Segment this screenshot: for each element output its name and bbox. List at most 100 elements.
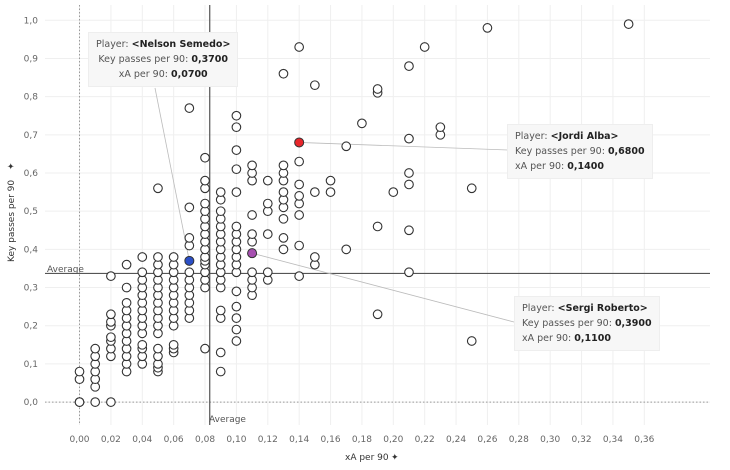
y-tick-label: 0,1 bbox=[24, 360, 38, 370]
x-tick-label: 0,26 bbox=[477, 435, 497, 445]
data-point bbox=[372, 84, 383, 94]
data-point bbox=[262, 198, 273, 209]
data-point bbox=[278, 160, 289, 171]
data-point bbox=[278, 68, 289, 79]
data-point bbox=[325, 175, 336, 186]
data-point bbox=[278, 233, 289, 243]
data-point bbox=[121, 259, 132, 270]
highlighted-data-point bbox=[184, 255, 195, 266]
x-tick-label: 0,04 bbox=[132, 435, 152, 445]
data-point bbox=[106, 309, 116, 320]
data-point bbox=[200, 343, 210, 354]
data-point bbox=[231, 110, 242, 121]
data-point bbox=[137, 267, 148, 278]
data-point bbox=[231, 187, 242, 197]
tooltip-player: <Sergi Roberto> bbox=[557, 303, 648, 314]
x-tick-label: 0,36 bbox=[634, 435, 654, 445]
data-point bbox=[74, 397, 85, 407]
data-point bbox=[278, 187, 289, 197]
tooltip-player: <Jordi Alba> bbox=[550, 131, 619, 142]
data-point bbox=[404, 133, 414, 144]
tooltip-label: xA per 90: bbox=[118, 69, 168, 80]
tooltip-label: Player: bbox=[522, 303, 555, 314]
y-tick-label: 0,5 bbox=[24, 207, 38, 217]
highlighted-data-point bbox=[247, 248, 258, 259]
data-point bbox=[262, 229, 273, 239]
tooltip-leader-line bbox=[299, 142, 509, 151]
x-tick-label: 0,32 bbox=[572, 435, 592, 445]
tooltip-sergi-roberto: Player: <Sergi Roberto> Key passes per 9… bbox=[514, 296, 660, 351]
data-point bbox=[262, 267, 273, 278]
data-point bbox=[90, 343, 101, 354]
x-tick-label: 0,14 bbox=[289, 435, 309, 445]
x-tick-label: 0,28 bbox=[509, 435, 529, 445]
data-point bbox=[404, 179, 414, 190]
x-tick-label: 0,16 bbox=[321, 435, 341, 445]
data-point bbox=[309, 80, 320, 91]
pin-icon[interactable]: ✦ bbox=[391, 453, 399, 463]
tooltip-value: 0,0700 bbox=[171, 69, 208, 80]
data-point bbox=[294, 240, 305, 251]
data-point bbox=[482, 23, 493, 33]
data-point bbox=[247, 229, 257, 239]
data-point bbox=[215, 206, 226, 217]
data-point bbox=[121, 282, 132, 293]
pin-icon[interactable]: ✦ bbox=[7, 162, 17, 170]
data-point bbox=[466, 183, 477, 194]
x-tick-label: 0,24 bbox=[446, 435, 466, 445]
y-tick-label: 0,0 bbox=[24, 398, 39, 408]
data-point bbox=[341, 141, 352, 152]
data-point bbox=[294, 271, 305, 281]
data-point bbox=[168, 339, 179, 350]
data-point bbox=[215, 187, 226, 197]
data-point bbox=[309, 252, 320, 262]
tooltip-jordi-alba: Player: <Jordi Alba> Key passes per 90: … bbox=[507, 124, 653, 179]
x-tick-label: 0,10 bbox=[226, 435, 246, 445]
data-point bbox=[200, 198, 210, 209]
data-point bbox=[153, 183, 163, 194]
data-point bbox=[419, 42, 430, 52]
data-point bbox=[294, 156, 305, 167]
data-point bbox=[294, 210, 305, 220]
data-point bbox=[200, 152, 210, 163]
data-point bbox=[404, 267, 414, 278]
data-point bbox=[184, 267, 195, 278]
data-point bbox=[466, 336, 477, 346]
data-point bbox=[231, 313, 242, 323]
data-point bbox=[294, 42, 305, 52]
data-point bbox=[247, 160, 257, 171]
data-point bbox=[341, 244, 352, 255]
data-point bbox=[184, 202, 195, 213]
data-point bbox=[231, 301, 242, 312]
data-point bbox=[106, 397, 116, 407]
data-point bbox=[231, 336, 242, 346]
data-point bbox=[215, 366, 226, 377]
tooltip-label: Key passes per 90: bbox=[515, 146, 605, 157]
data-point bbox=[137, 252, 148, 262]
data-point bbox=[372, 309, 383, 320]
data-point bbox=[404, 225, 414, 236]
highlighted-data-point bbox=[294, 137, 305, 148]
data-point bbox=[184, 233, 195, 243]
tooltip-leader-line bbox=[251, 252, 515, 323]
data-point bbox=[325, 187, 336, 197]
data-point bbox=[231, 286, 242, 297]
data-point bbox=[153, 252, 163, 262]
data-point bbox=[90, 397, 101, 407]
y-tick-label: 1,0 bbox=[24, 16, 39, 26]
data-point bbox=[200, 175, 210, 186]
tick-labels: 0,00 0,02 0,04 0,06 0,08 0,10 0,12 0,14 0,16 0,18… bbox=[24, 16, 655, 445]
tooltip-nelson-semedo: Player: <Nelson Semedo> Key passes per 9… bbox=[88, 32, 239, 87]
tooltip-label: xA per 90: bbox=[515, 161, 565, 172]
data-point bbox=[278, 244, 289, 255]
tooltip-leader-line bbox=[154, 87, 190, 261]
y-tick-label: 0,4 bbox=[24, 245, 39, 255]
data-point bbox=[294, 191, 305, 201]
tooltip-value: 0,3700 bbox=[191, 54, 229, 65]
y-axis-title: Key passes per 90 bbox=[7, 180, 17, 262]
data-point bbox=[294, 179, 305, 190]
x-tick-label: 0,12 bbox=[258, 435, 278, 445]
data-point bbox=[231, 164, 242, 175]
x-tick-label: 0,30 bbox=[540, 435, 560, 445]
x-tick-label: 0,00 bbox=[69, 435, 89, 445]
